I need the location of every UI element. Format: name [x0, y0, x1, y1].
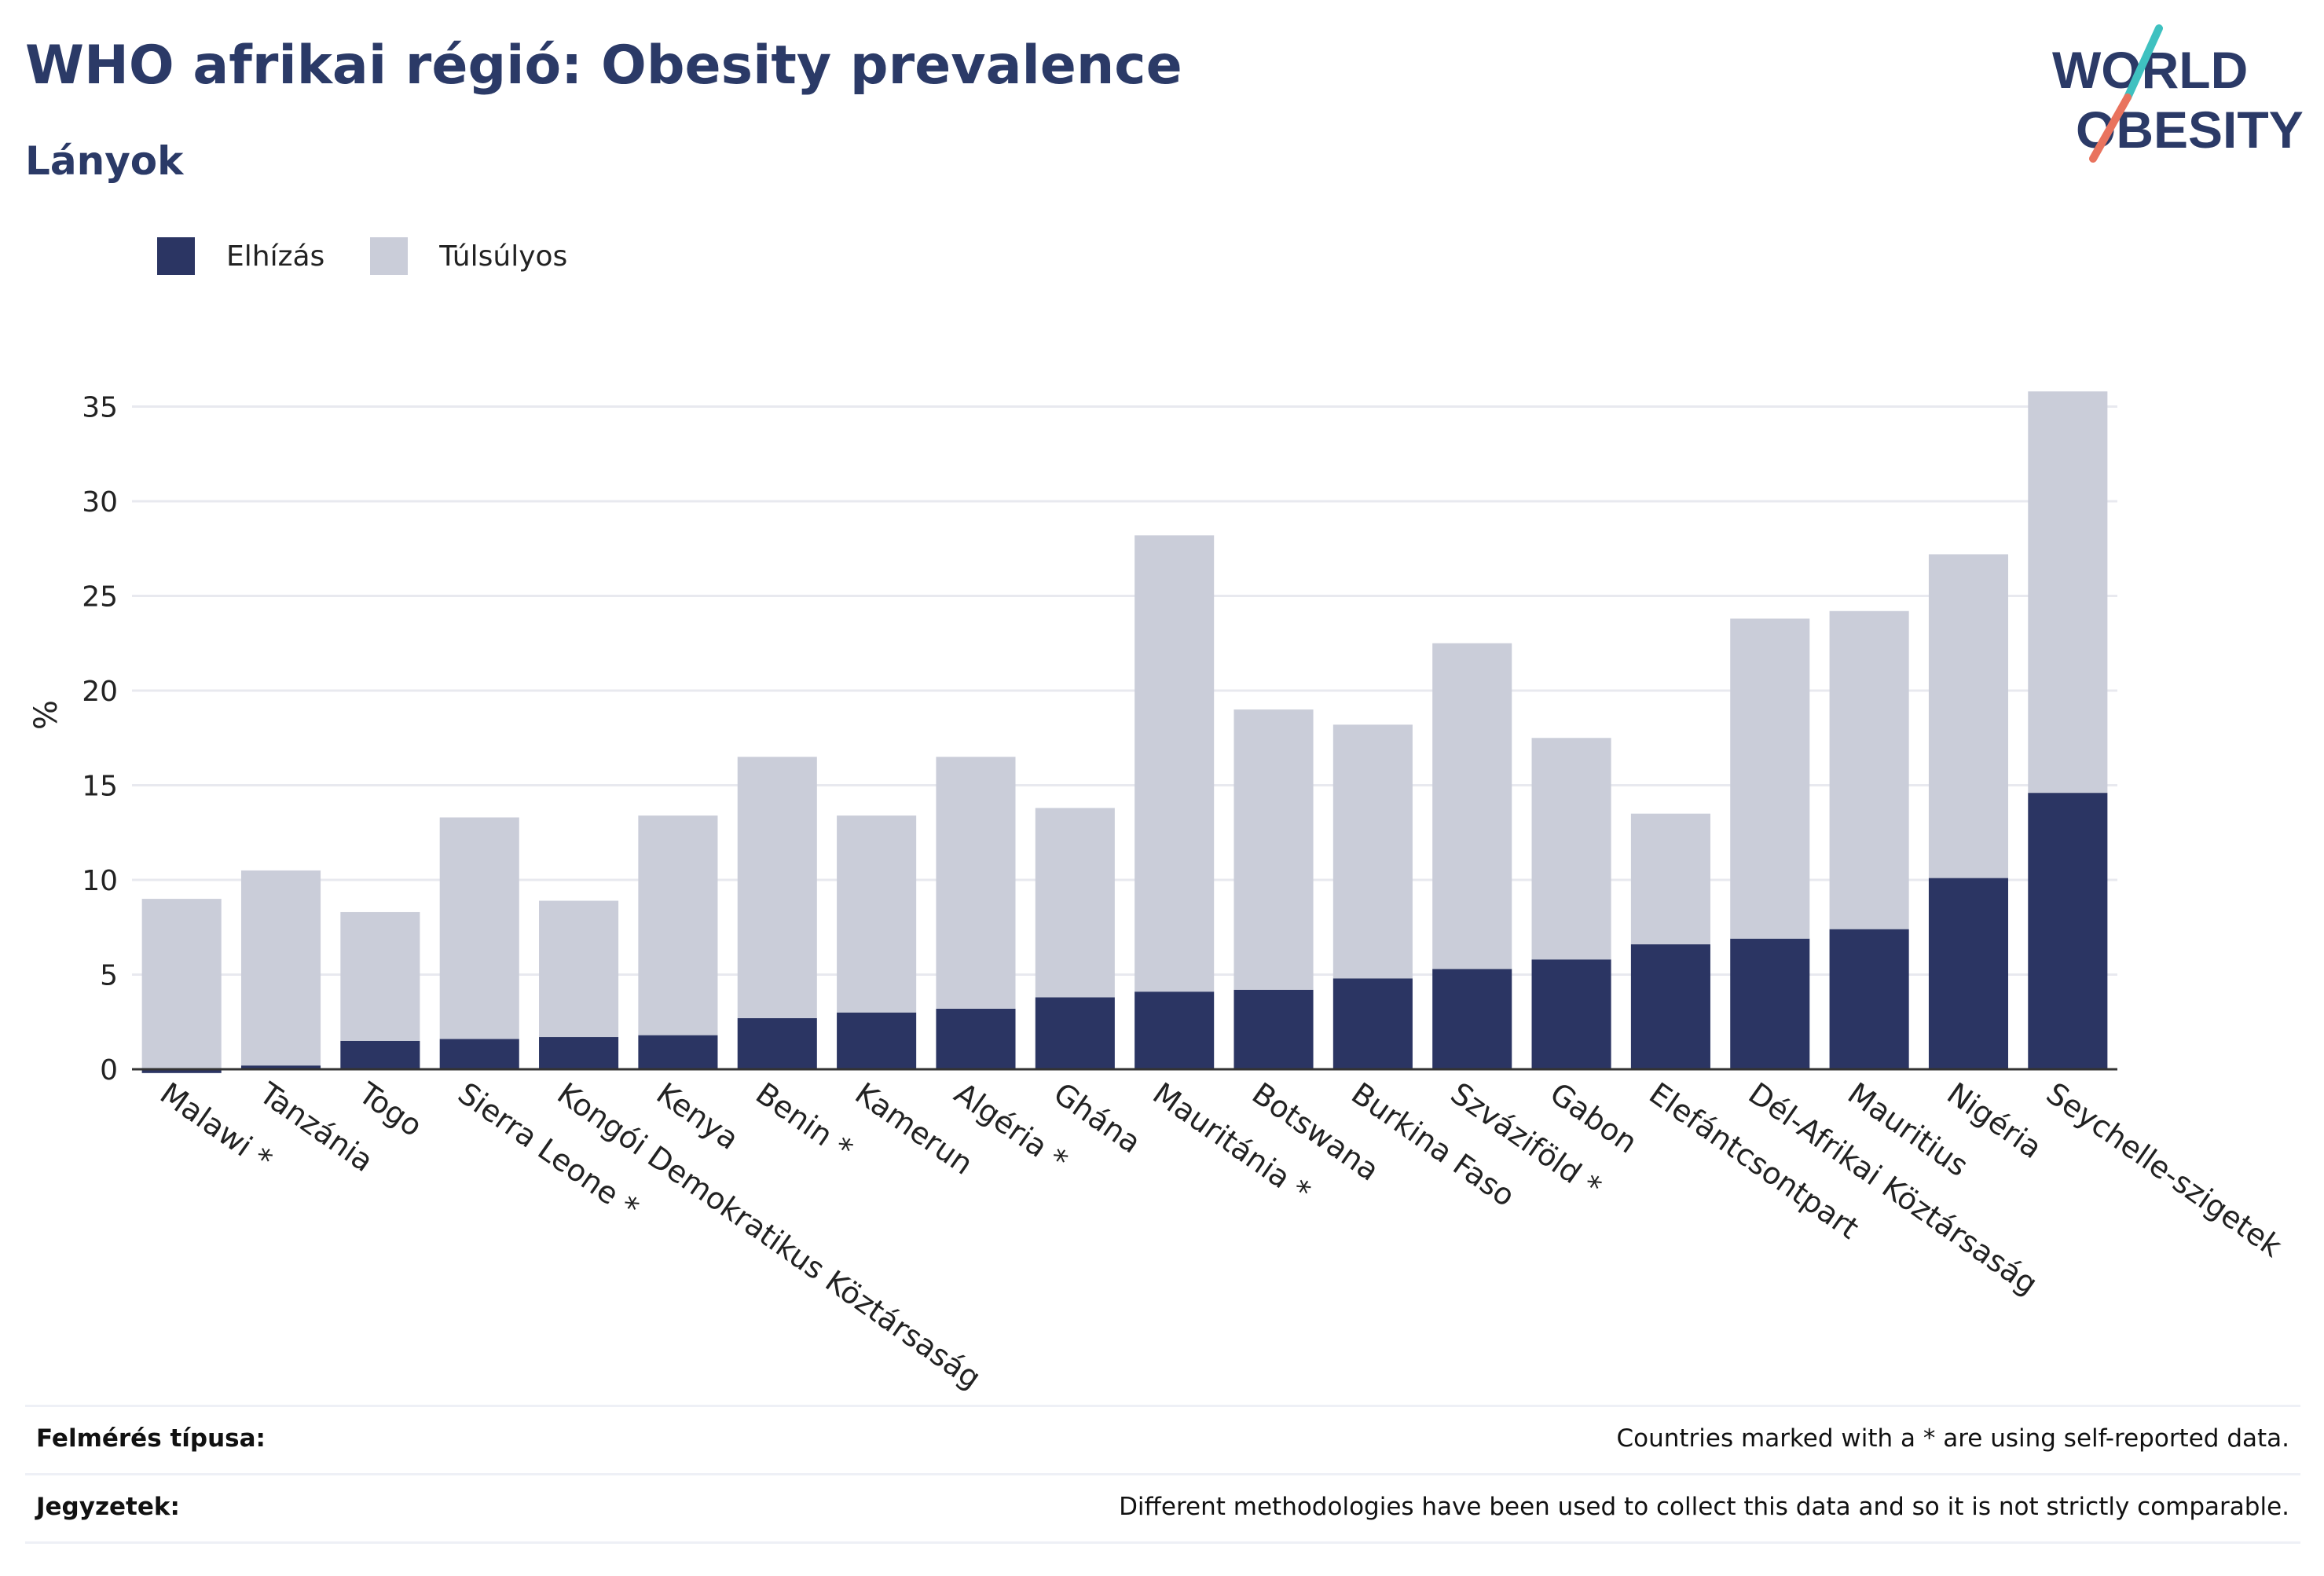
legend-swatch-overweight: [370, 237, 409, 275]
bar-obesity: [240, 1065, 321, 1069]
x-tick-label: Seychelle-szigetek: [2040, 1076, 2289, 1263]
bar-obesity: [1928, 878, 2009, 1069]
x-tick-label: Togo: [352, 1076, 429, 1144]
legend-label-obesity: Elhízás: [226, 240, 325, 273]
notes-value: Different methodologies have been used t…: [1119, 1493, 2289, 1521]
y-tick-label: 25: [82, 581, 118, 614]
bar-overweight: [240, 870, 321, 1066]
bar-obesity: [737, 1017, 817, 1069]
world-obesity-logo: WORLD OBESITY: [2052, 24, 2304, 163]
bar-obesity: [539, 1037, 619, 1069]
bar-overweight: [1829, 610, 1909, 929]
bar-overweight: [1135, 535, 1215, 992]
bar-overweight: [1730, 618, 1810, 939]
bar-obesity: [1135, 991, 1215, 1069]
bar-overweight: [737, 757, 817, 1018]
bar-obesity: [1531, 959, 1611, 1069]
bar-overweight: [340, 911, 420, 1041]
bar-obesity: [936, 1008, 1016, 1069]
bar-obesity: [1035, 997, 1115, 1069]
survey-type-value: Countries marked with a * are using self…: [1616, 1424, 2290, 1453]
bars-layer: [141, 391, 2108, 1073]
x-tick-label: Sierra Leone *: [452, 1076, 645, 1226]
legend-item-obesity[interactable]: Elhízás: [157, 237, 324, 275]
bar-overweight: [1035, 808, 1115, 998]
bar-overweight: [141, 899, 222, 1069]
x-tick-label: Tanzánia: [253, 1076, 380, 1179]
y-tick-label: 35: [82, 392, 118, 424]
bar-overweight: [439, 817, 519, 1039]
y-tick-label: 15: [82, 771, 118, 803]
y-axis-title: %: [28, 700, 64, 730]
bar-overweight: [1233, 709, 1314, 990]
bar-obesity: [638, 1035, 718, 1069]
bar-overweight: [638, 815, 718, 1035]
notes-label: Jegyzetek:: [36, 1493, 180, 1521]
bar-overweight: [1432, 643, 1512, 969]
bar-overweight: [1332, 724, 1413, 979]
bar-overweight: [936, 757, 1016, 1009]
page-subtitle: Lányok: [25, 138, 184, 184]
x-tick-label: Malawi *: [154, 1076, 278, 1177]
y-tick-label: 0: [100, 1054, 118, 1087]
footer-row-survey: Felmérés típusa: Countries marked with a…: [25, 1405, 2300, 1473]
bar-obesity: [1730, 938, 1810, 1069]
survey-type-label: Felmérés típusa:: [36, 1424, 266, 1453]
bar-overweight: [1630, 813, 1710, 944]
logo-slash-teal: [2124, 24, 2163, 101]
bar-obesity: [340, 1040, 420, 1069]
grid-layer: [132, 405, 2117, 976]
chart-legend: Elhízás Túlsúlyos: [157, 234, 613, 278]
legend-label-overweight: Túlsúlyos: [439, 240, 568, 273]
y-tick-label: 30: [82, 486, 118, 519]
bar-obesity: [439, 1039, 519, 1069]
bar-obesity: [1233, 989, 1314, 1069]
x-tick-label: Benin *: [750, 1076, 859, 1167]
bar-overweight: [1531, 738, 1611, 960]
bar-obesity: [1332, 978, 1413, 1069]
bar-overweight: [539, 900, 619, 1038]
bar-obesity: [1829, 929, 1909, 1069]
bar-obesity: [837, 1012, 917, 1069]
bar-overweight: [837, 815, 917, 1013]
page-title: WHO afrikai régió: Obesity prevalence: [25, 35, 1182, 97]
bar-overweight: [1928, 554, 2009, 878]
logo-slash-coral: [2089, 93, 2132, 163]
footer-row-notes: Jegyzetek: Different methodologies have …: [25, 1473, 2300, 1544]
bar-overweight: [2028, 391, 2108, 793]
bar-obesity: [2028, 793, 2108, 1069]
y-tick-label: 20: [82, 676, 118, 708]
legend-item-overweight[interactable]: Túlsúlyos: [370, 237, 567, 275]
y-tick-label: 10: [82, 865, 118, 897]
legend-swatch-obesity: [157, 237, 195, 275]
bar-obesity: [1630, 944, 1710, 1069]
y-tick-label: 5: [100, 960, 118, 992]
bar-obesity: [141, 1069, 222, 1073]
footer-table: Felmérés típusa: Countries marked with a…: [25, 1405, 2300, 1544]
bar-obesity: [1432, 969, 1512, 1069]
